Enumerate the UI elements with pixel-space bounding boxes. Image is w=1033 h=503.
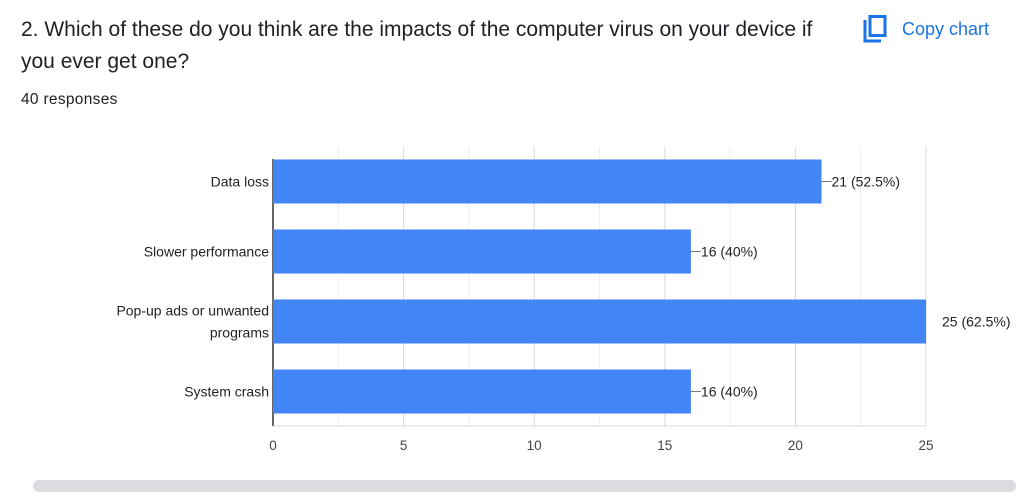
- category-label: Slower performance: [144, 244, 269, 260]
- copy-chart-label: Copy chart: [902, 18, 990, 39]
- copy-icon: [862, 15, 888, 43]
- category-label: System crash: [184, 384, 269, 400]
- data-label: 16 (40%): [701, 384, 758, 400]
- bar[interactable]: [273, 159, 822, 204]
- category-label: Data loss: [211, 174, 269, 190]
- data-label: 16 (40%): [701, 244, 758, 260]
- category-label: Pop-up ads or unwanted programs: [116, 303, 269, 341]
- response-count: 40 responses: [21, 91, 118, 108]
- copy-chart-button[interactable]: Copy chart: [862, 12, 989, 46]
- question-title: 2. Which of these do you think are the i…: [21, 18, 813, 73]
- bar[interactable]: [273, 299, 926, 344]
- bar[interactable]: [273, 369, 691, 414]
- x-tick-label: 20: [788, 438, 803, 453]
- x-tick-label: 15: [657, 438, 672, 453]
- x-tick-label: 25: [918, 438, 933, 453]
- horizontal-scrollbar[interactable]: [33, 480, 1016, 492]
- x-tick-label: 5: [400, 438, 408, 453]
- bar[interactable]: [273, 229, 691, 274]
- data-label: 21 (52.5%): [832, 174, 900, 190]
- bar-chart: 0 5 10 15 20 25 Data loss 21 (52.5%) Slower perf…: [116, 147, 1010, 453]
- data-label: 25 (62.5%): [942, 314, 1010, 330]
- x-tick-label: 10: [527, 438, 542, 453]
- x-tick-label: 0: [269, 438, 277, 453]
